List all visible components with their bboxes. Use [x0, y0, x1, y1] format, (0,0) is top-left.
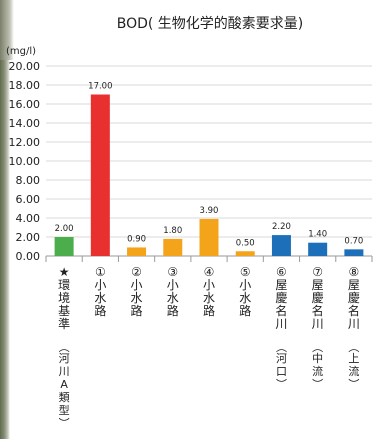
y-tick-label: 0.00 [16, 250, 41, 263]
data-label: 3.90 [200, 206, 219, 216]
x-tick-label: ① 小水路 [94, 265, 106, 318]
y-tick-label: 4.00 [16, 212, 41, 225]
x-tick-label-main: ① 小水路 [94, 265, 106, 318]
x-tick-label: ⑧ 屋慶名川 ︵上流︶ [348, 265, 360, 391]
bar [90, 94, 110, 256]
x-tick-label-main: ⑤ 小水路 [239, 265, 251, 318]
x-tick-label-main: ⑦ 屋慶名川 [312, 265, 324, 331]
x-tick-label-sub: ︵河川 A 類型︶ [59, 341, 70, 430]
x-tick-label-sub: ︵中流︶ [312, 341, 323, 391]
data-label: 2.20 [272, 222, 291, 232]
x-tick-label-main: ③ 小水路 [167, 265, 179, 318]
x-tick-label-main: ② 小水路 [131, 265, 143, 318]
bar [344, 249, 364, 256]
bars-layer [54, 94, 364, 256]
background-photo-edge [0, 0, 10, 439]
bar [54, 237, 74, 256]
y-tick-label: 18.00 [9, 79, 41, 92]
x-tick-label: ⑥ 屋慶名川 ︵河口︶ [275, 265, 287, 391]
y-tick-label: 16.00 [9, 98, 41, 111]
x-tick-label-main: ⑥ 屋慶名川 [275, 265, 287, 331]
y-tick-label: 6.00 [16, 193, 41, 206]
data-label: 0.70 [344, 236, 363, 246]
bar [235, 251, 255, 256]
labels-layer: 2.00 17.00 0.90 1.80 3.90 0.50 2.20 1.40 0.70 ★環境… [55, 82, 364, 431]
bar [127, 247, 147, 256]
data-label: 0.90 [127, 234, 146, 244]
x-tick-label: ⑦ 屋慶名川 ︵中流︶ [312, 265, 324, 391]
x-tick-label: ★環境基準 ︵河川 A 類型︶ [58, 265, 70, 430]
x-tick-label: ② 小水路 [131, 265, 143, 318]
x-tick-label: ⑤ 小水路 [239, 265, 251, 318]
data-label: 1.40 [308, 230, 327, 240]
y-tick-label: 2.00 [16, 231, 41, 244]
y-tick-label: 12.00 [9, 136, 41, 149]
x-tick-label-sub: ︵河口︶ [276, 341, 287, 391]
y-tick-label: 8.00 [16, 174, 41, 187]
x-tick-label: ④ 小水路 [203, 265, 215, 318]
y-tick-label: 10.00 [9, 155, 41, 168]
x-tick-label-main: ⑧ 屋慶名川 [348, 265, 360, 331]
x-tick-label-main: ④ 小水路 [203, 265, 215, 318]
y-tick-label: 20.00 [9, 60, 41, 73]
data-label: 2.00 [55, 224, 74, 234]
chart-title: BOD( 生物化学的酸素要求量) [117, 16, 304, 32]
x-tick-label: ③ 小水路 [167, 265, 179, 318]
x-tick-label-sub: ︵上流︶ [348, 341, 359, 391]
y-tick-label: 14.00 [9, 117, 41, 130]
y-unit-label: (mg/l) [6, 46, 36, 57]
data-label: 0.50 [236, 238, 255, 248]
background-photo-edge-top [0, 0, 14, 60]
data-label: 1.80 [163, 226, 182, 236]
bar [199, 218, 219, 256]
bar [308, 242, 328, 256]
bar [163, 238, 183, 256]
bar [271, 235, 291, 256]
x-tick-label-main: ★環境基準 [58, 265, 70, 331]
data-label: 17.00 [88, 82, 112, 92]
